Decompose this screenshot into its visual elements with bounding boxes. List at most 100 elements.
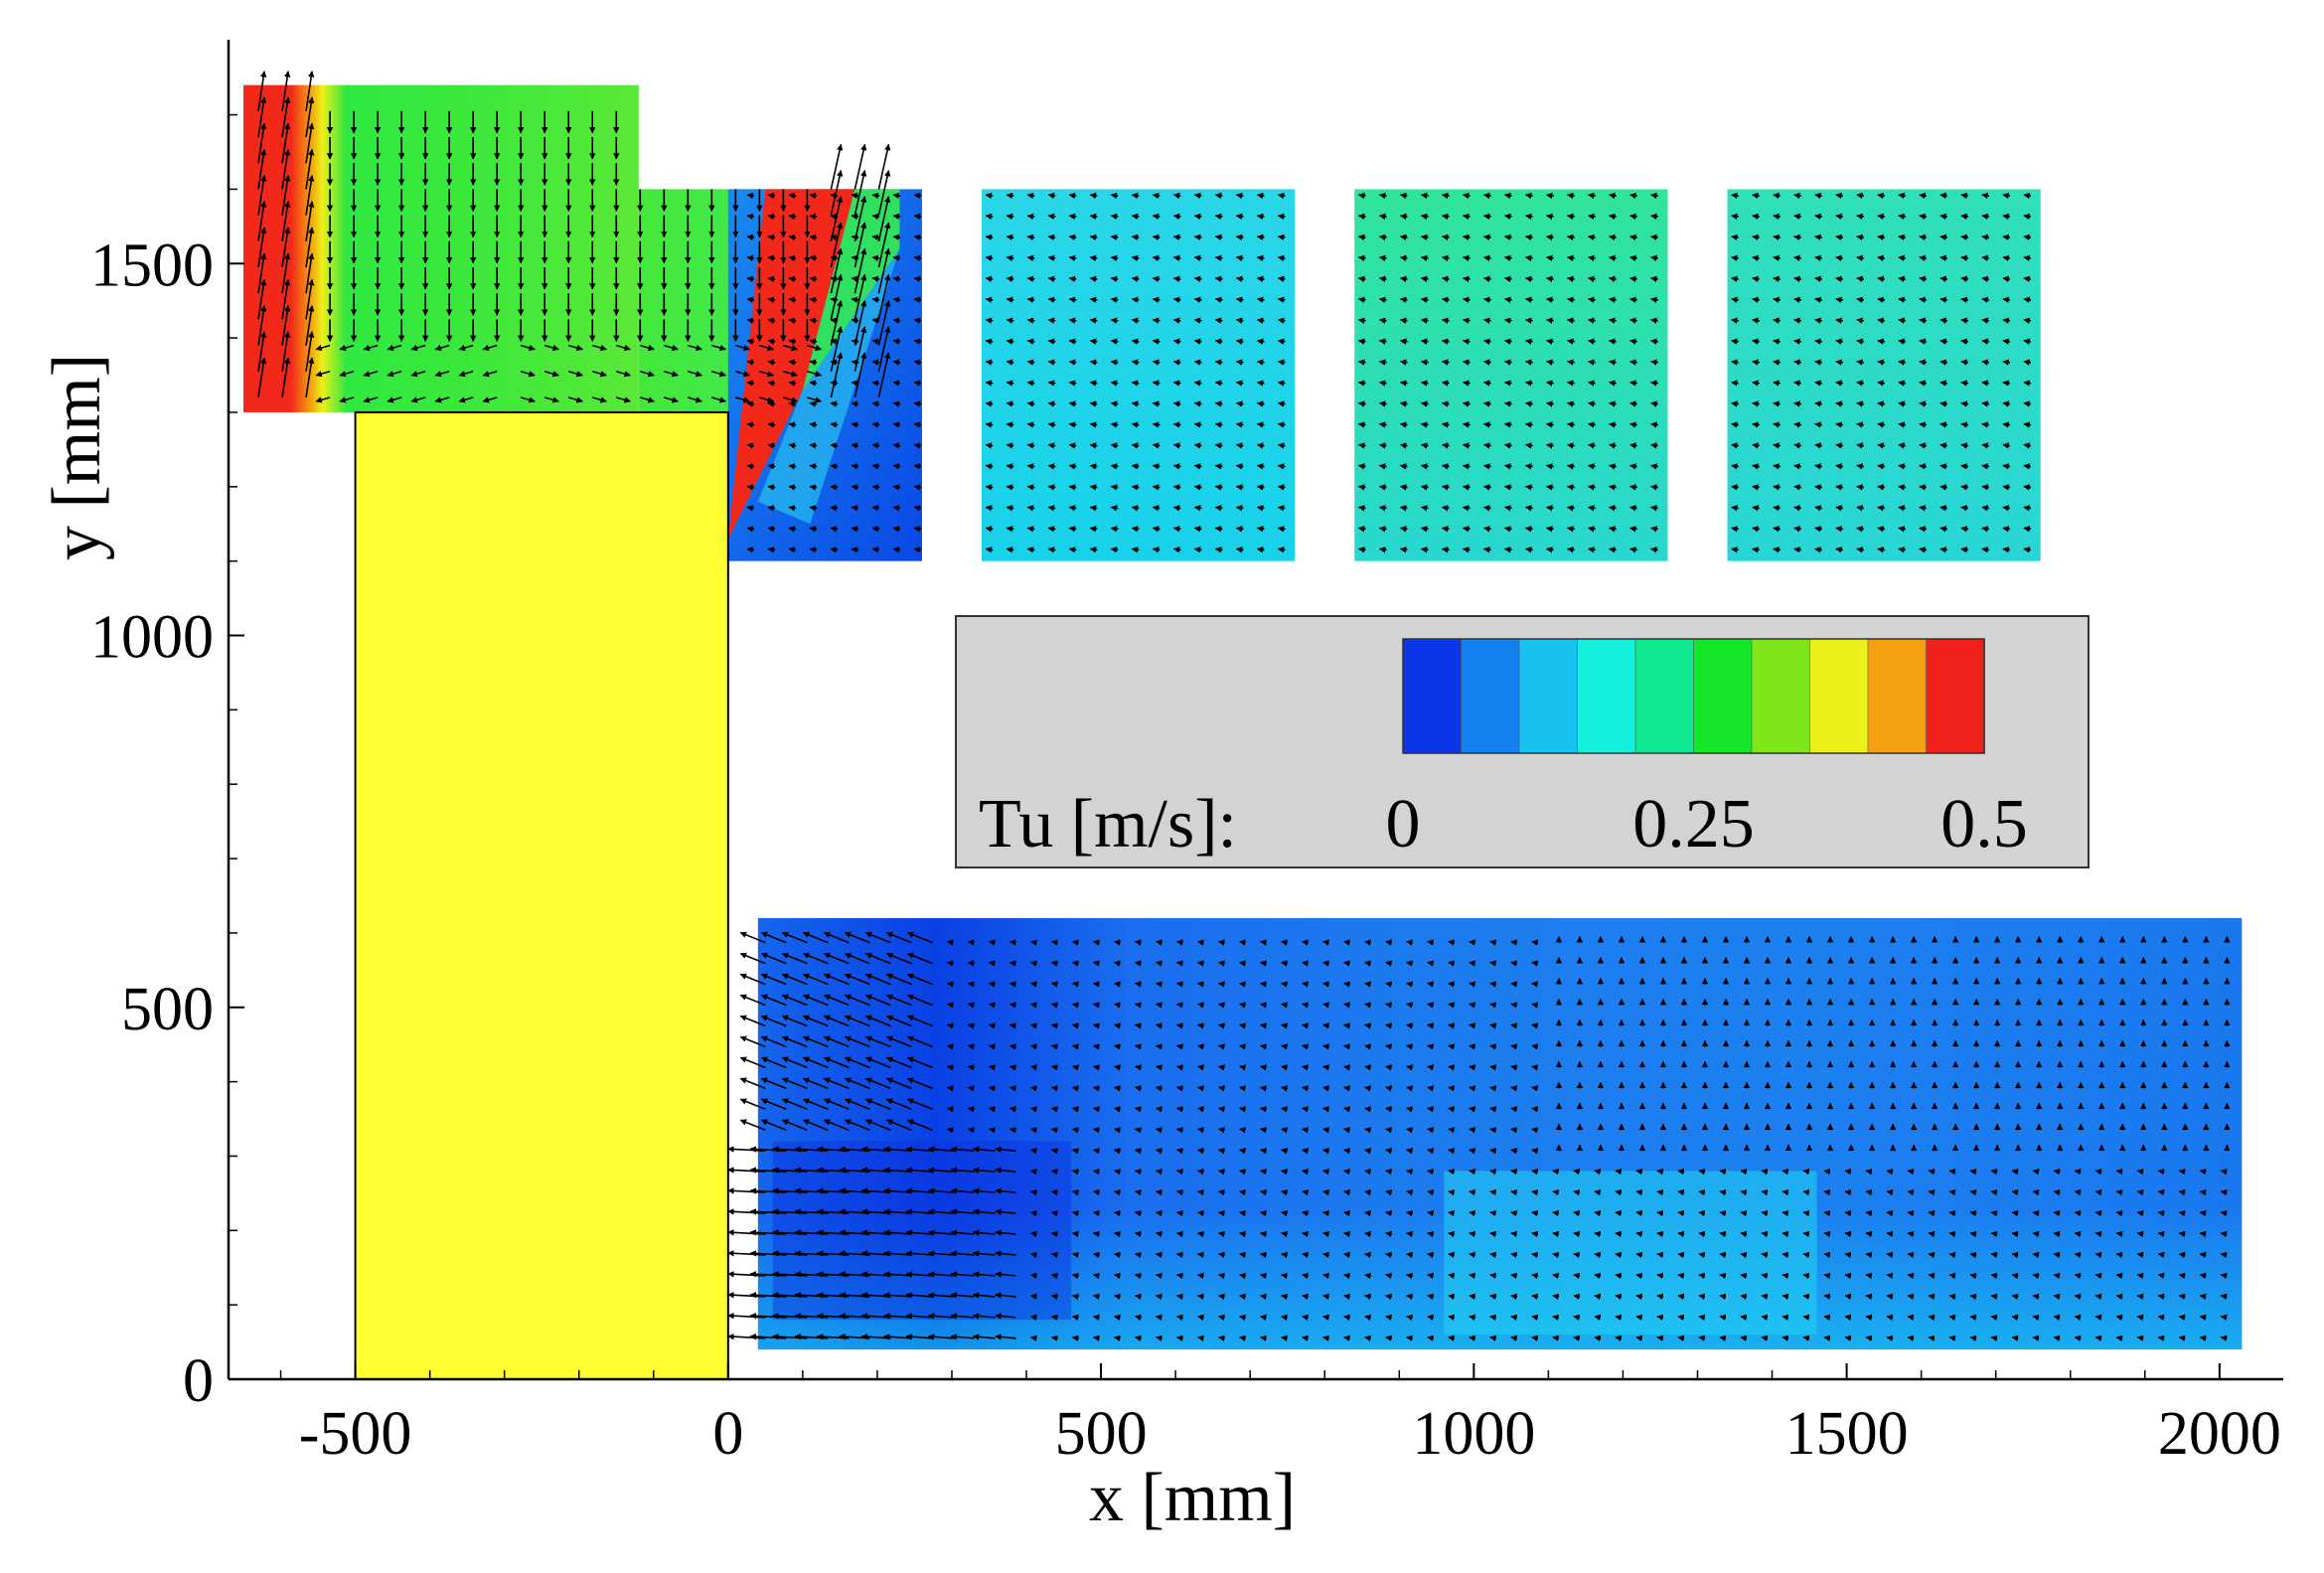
vector-window [1235,421,1244,428]
vector-wake [1008,1002,1016,1009]
vector-window [1462,505,1471,512]
vector-wake [1969,1209,1977,1217]
vector-wake [1802,1209,1810,1217]
vector-wake [1782,1293,1789,1301]
vector-window [1524,192,1533,200]
vector-wake [1907,1230,1915,1238]
vector-window [2002,234,2011,241]
vector-window [1856,463,1864,470]
vector-wake [1239,1314,1246,1321]
vector-wake [760,973,787,986]
vector-window [1773,463,1781,470]
vector-window [1898,380,1906,387]
vector-window [1357,338,1366,345]
vector-wake [1677,1335,1685,1341]
vector-wake [1469,1022,1476,1029]
vector-window [1588,275,1596,282]
vector-window [1006,234,1014,241]
vector-window [1006,338,1014,345]
vector-window [1235,505,1244,512]
vector-window [892,234,901,241]
vector-window [1089,421,1098,428]
vector-window [1814,359,1822,366]
vector-wake [1844,1335,1852,1341]
vector-window [809,547,818,553]
vector-window [2023,317,2032,324]
vector-window [1981,463,1990,470]
vector-wake [1364,1085,1371,1092]
vector-wake [1155,1043,1162,1050]
vector-window [1047,547,1056,553]
vector-wake [1008,1064,1016,1071]
vector-window [1482,317,1491,324]
vector-window [1939,463,1948,470]
vector-wake [760,931,787,944]
vector-roof [759,396,774,403]
vector-wake [1406,1022,1414,1029]
vector-wake [1427,1209,1435,1217]
vector-wake [1050,1293,1058,1301]
vector-wake [739,1056,766,1069]
vector-wake [802,973,829,986]
vector-window [1131,359,1140,366]
vector-window [1006,400,1014,407]
vector-window [1420,359,1429,366]
vector-window [1235,338,1244,345]
vector-wake [995,1187,1016,1194]
vector-window [1919,526,1928,533]
vector-wake [906,1035,933,1048]
vector-wake [1406,1293,1414,1301]
vector-wake [1364,1127,1371,1134]
vector-wake [1677,1230,1685,1238]
vector-window [1193,192,1202,200]
vector-window [1752,234,1760,241]
vector-wake [1281,981,1288,988]
vector-wake [1092,1293,1100,1301]
vector-wake [1113,1293,1121,1301]
vector-wake [1092,960,1100,967]
vector-wake [1260,1168,1267,1176]
vector-window [809,359,818,366]
colorbar-level [1402,638,1463,754]
vector-window [1131,192,1140,200]
vector-wake [967,1085,975,1092]
vector-window [1939,359,1948,366]
vector-window [1752,400,1760,407]
vector-window [1629,380,1637,387]
vector-window [1524,421,1533,428]
vector-window [1546,275,1554,282]
vector-window [1567,275,1575,282]
vector-wake [802,1015,829,1027]
vector-wake [1029,1002,1037,1009]
vector-window [1357,526,1366,533]
vector-wake [2011,1272,2019,1280]
vector-window [2023,338,2032,345]
vector-wake [1489,1272,1497,1280]
vector-window [851,296,859,303]
vector-window [1588,484,1596,491]
vector-window [985,526,994,533]
vector-wake [927,1334,954,1340]
vector-window [1752,442,1760,449]
vector-window [1650,442,1658,449]
vector-window [1877,442,1885,449]
vector-wake [1176,981,1183,988]
vector-wake [1469,939,1476,946]
vector-window [1482,463,1491,470]
vector-roof [482,396,498,403]
vector-window [1919,421,1928,428]
vector-window [1609,296,1617,303]
vector-wake [2199,1168,2207,1176]
vector-wake [927,1187,954,1194]
vector-wake [772,1333,808,1340]
vector-window [809,254,818,261]
vector-wake [1155,1251,1162,1259]
vector-wake [1761,1314,1769,1321]
vector-wake [772,1271,808,1278]
vector-window [1835,547,1843,553]
vector-wake [781,973,808,986]
vector-wake [1343,1230,1350,1238]
vector-roof [664,371,679,378]
vector-wake [1740,1272,1748,1280]
vector-window [1462,463,1471,470]
